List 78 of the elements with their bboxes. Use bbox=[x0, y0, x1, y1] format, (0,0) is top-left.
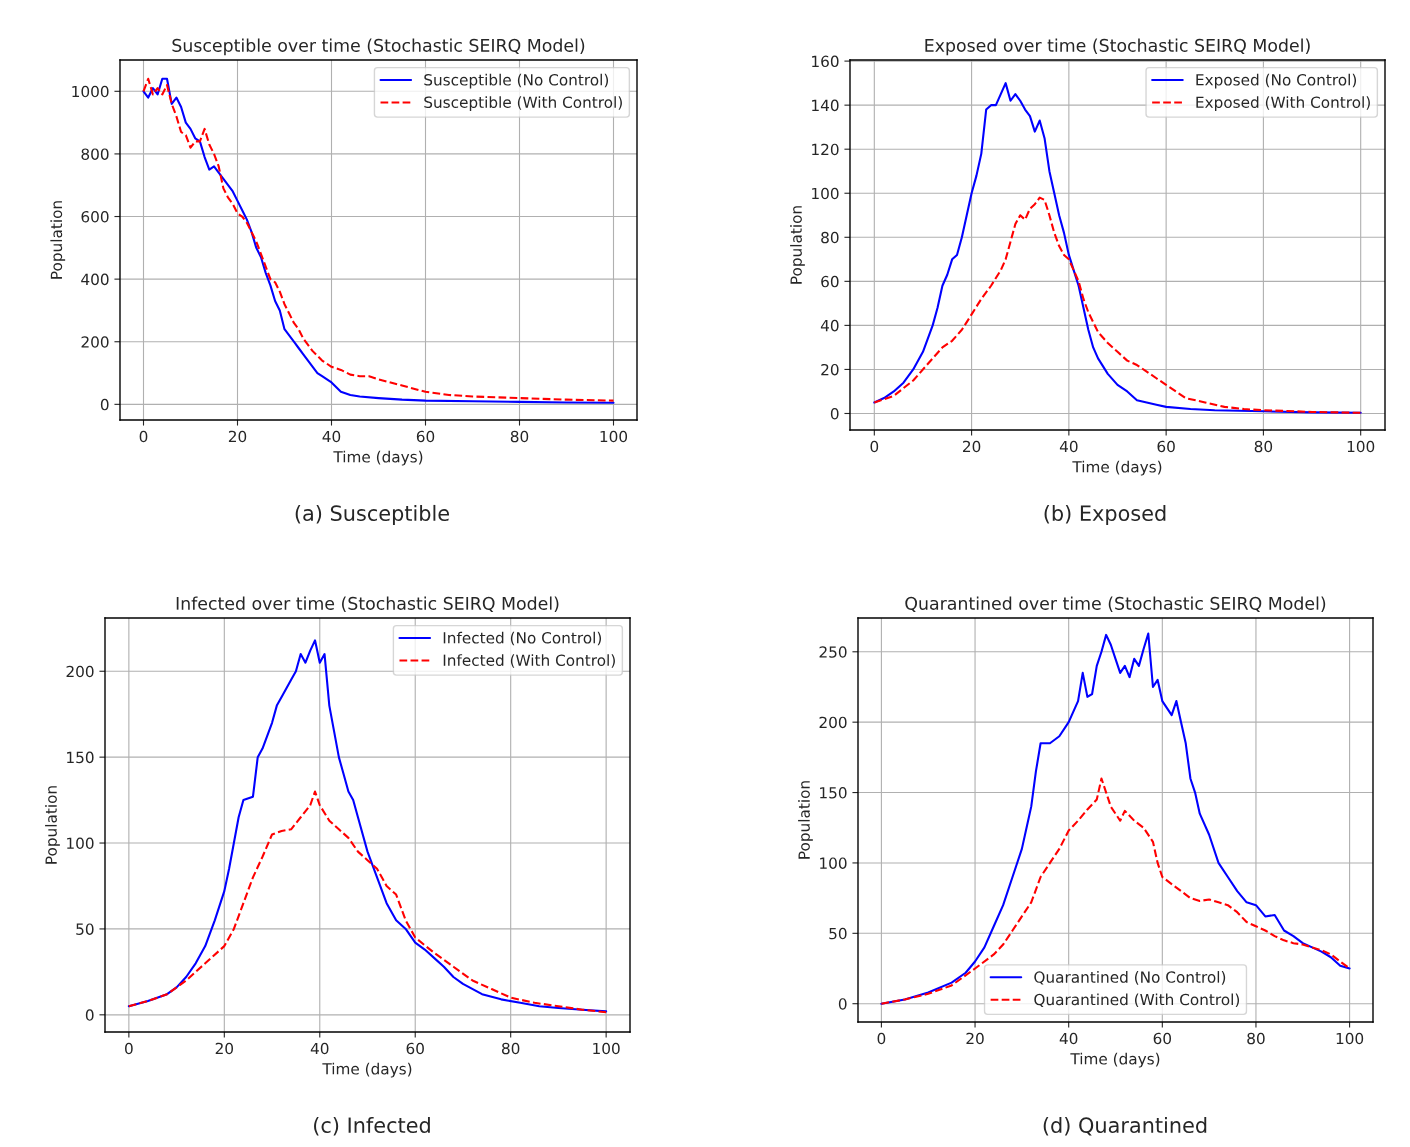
x-tick-label: 60 bbox=[406, 1042, 424, 1055]
y-tick-label: 80 bbox=[821, 231, 839, 244]
x-tick-label: 40 bbox=[310, 1042, 329, 1055]
y-tick-label: 60 bbox=[821, 275, 839, 288]
text: (a) Susceptible bbox=[295, 504, 449, 526]
y-tick-label: 200 bbox=[819, 716, 847, 729]
text: (d) Quarantined bbox=[1043, 1116, 1207, 1136]
x-tick-label: 40 bbox=[1059, 440, 1078, 453]
y-axis-title: Population bbox=[45, 786, 60, 864]
y-tick-label: 100 bbox=[820, 857, 847, 869]
x-tick-label: 100 bbox=[593, 1042, 620, 1055]
legend-label: Quarantined (No Control) bbox=[1034, 971, 1226, 985]
y-tick-label: 250 bbox=[819, 646, 847, 658]
legend-label: Exposed (With Control) bbox=[1196, 96, 1370, 111]
text: (c) Infected bbox=[314, 1116, 430, 1136]
x-tick-label: 20 bbox=[215, 1042, 234, 1055]
x-tick-label: 60 bbox=[1153, 1032, 1172, 1045]
x-tick-label: 80 bbox=[1247, 1032, 1265, 1045]
y-tick-label: 50 bbox=[76, 923, 94, 935]
y-tick-label: 0 bbox=[100, 398, 109, 411]
y-tick-label: 0 bbox=[85, 1009, 94, 1021]
x-axis-title: Time (days) bbox=[1070, 1052, 1160, 1068]
y-tick-label: 160 bbox=[812, 55, 839, 68]
x-tick-label: 20 bbox=[966, 1032, 984, 1045]
x-axis-title: Time (days) bbox=[1072, 460, 1162, 476]
text: (b) Exposed bbox=[1044, 504, 1166, 526]
legend-label: Susceptible (With Control) bbox=[424, 96, 622, 111]
x-axis-title: Time (days) bbox=[333, 450, 423, 466]
x-tick-label: 100 bbox=[1336, 1032, 1364, 1045]
y-tick-label: 150 bbox=[820, 787, 847, 799]
x-tick-label: 20 bbox=[228, 430, 247, 443]
x-tick-label: 60 bbox=[416, 430, 435, 443]
y-tick-label: 400 bbox=[81, 273, 109, 286]
y-axis-title: Population bbox=[798, 781, 813, 859]
y-tick-label: 20 bbox=[821, 363, 839, 376]
x-tick-label: 0 bbox=[125, 1042, 133, 1055]
line-series bbox=[880, 777, 1351, 1005]
y-tick-label: 50 bbox=[829, 927, 847, 940]
x-tick-label: 0 bbox=[870, 440, 879, 453]
y-tick-label: 0 bbox=[830, 407, 839, 420]
y-tick-label: 150 bbox=[67, 751, 94, 764]
x-tick-label: 80 bbox=[1254, 440, 1273, 453]
y-tick-label: 800 bbox=[81, 148, 109, 160]
y-tick-label: 0 bbox=[838, 998, 847, 1010]
legend-label: Susceptible (No Control) bbox=[424, 73, 609, 89]
line-series bbox=[880, 632, 1351, 1005]
y-tick-label: 1000 bbox=[72, 85, 109, 98]
legend-label: Infected (No Control) bbox=[443, 631, 602, 646]
chart-title: Infected over time (Stochastic SEIRQ Model) bbox=[176, 596, 559, 612]
y-tick-label: 600 bbox=[81, 210, 109, 223]
x-tick-label: 100 bbox=[1347, 440, 1375, 453]
y-axis-title: Population bbox=[790, 206, 805, 284]
x-tick-label: 40 bbox=[1059, 1032, 1078, 1045]
y-tick-label: 120 bbox=[812, 143, 839, 156]
y-tick-label: 200 bbox=[66, 665, 94, 678]
x-tick-label: 60 bbox=[1157, 440, 1175, 453]
y-tick-label: 200 bbox=[81, 336, 109, 348]
x-tick-label: 40 bbox=[322, 430, 341, 443]
x-tick-label: 20 bbox=[962, 440, 981, 453]
y-tick-label: 100 bbox=[812, 187, 839, 200]
chart-title: Susceptible over time (Stochastic SEIRQ Model) bbox=[172, 38, 585, 56]
chart-title: Quarantined over time (Stochastic SEIRQ Model) bbox=[905, 596, 1326, 612]
line-series bbox=[127, 790, 608, 1014]
x-tick-label: 80 bbox=[510, 430, 529, 443]
y-tick-label: 140 bbox=[812, 99, 839, 112]
legend-label: Exposed (No Control) bbox=[1196, 73, 1357, 89]
x-tick-label: 80 bbox=[502, 1042, 520, 1055]
y-axis-title: Population bbox=[50, 201, 66, 279]
legend-label: Quarantined (With Control) bbox=[1034, 993, 1240, 1008]
line-series bbox=[873, 196, 1362, 414]
x-tick-label: 0 bbox=[877, 1032, 886, 1045]
x-tick-label: 100 bbox=[600, 430, 628, 443]
x-tick-label: 0 bbox=[139, 430, 148, 443]
legend-label: Infected (With Control) bbox=[443, 654, 615, 668]
x-axis-title: Time (days) bbox=[322, 1062, 412, 1078]
chart-title: Exposed over time (Stochastic SEIRQ Model) bbox=[925, 38, 1310, 56]
y-tick-label: 40 bbox=[820, 319, 839, 332]
y-tick-label: 100 bbox=[67, 837, 94, 850]
